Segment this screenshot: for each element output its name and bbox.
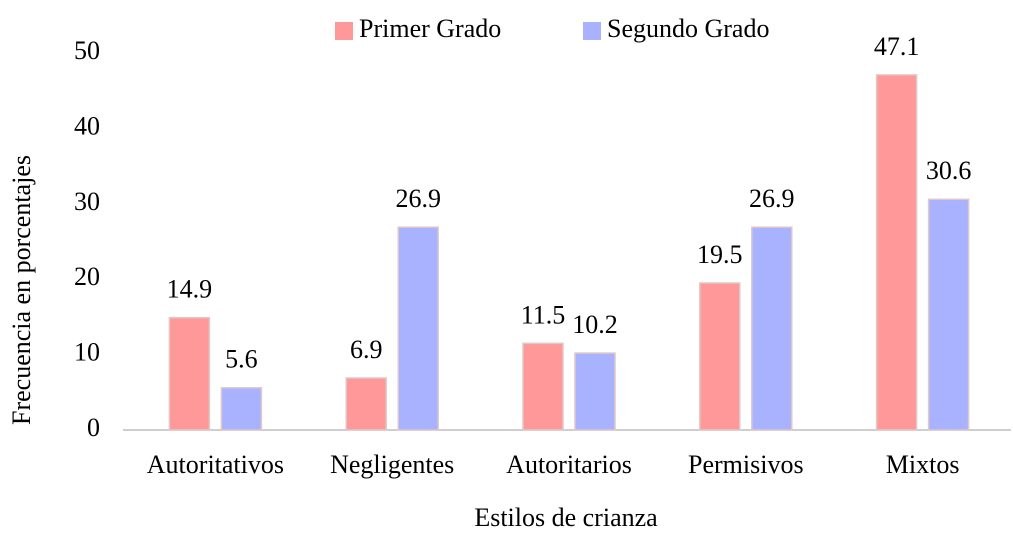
data-label: 19.5	[697, 240, 743, 269]
data-label: 26.9	[749, 184, 795, 213]
legend-swatch	[335, 22, 353, 40]
y-tick-label: 30	[74, 187, 100, 216]
y-tick-label: 20	[74, 262, 100, 291]
bar	[751, 226, 793, 431]
bar	[168, 316, 211, 431]
data-label: 6.9	[350, 335, 383, 364]
x-tick-label: Mixtos	[886, 450, 960, 479]
legend-label: Segundo Grado	[607, 14, 769, 43]
data-label: 14.9	[167, 275, 213, 304]
bar	[345, 377, 387, 431]
bar	[397, 226, 439, 431]
legend-swatch	[583, 22, 601, 40]
bar	[574, 352, 616, 431]
y-tick-label: 0	[87, 413, 100, 442]
y-tick-label: 50	[74, 36, 100, 65]
bar	[927, 198, 970, 431]
y-tick-label: 40	[74, 111, 100, 140]
x-tick-label: Autoritarios	[506, 450, 632, 479]
y-tick-label: 10	[74, 338, 100, 367]
x-tick-label: Autoritativos	[147, 450, 284, 479]
x-tick-label: Permisivos	[688, 450, 804, 479]
data-label: 10.2	[572, 310, 618, 339]
data-label: 47.1	[874, 32, 920, 61]
data-label: 26.9	[395, 184, 441, 213]
bar	[875, 74, 918, 431]
x-tick-label: Negligentes	[330, 450, 454, 479]
data-label: 5.6	[225, 345, 258, 374]
bar	[699, 282, 741, 431]
data-label: 30.6	[926, 156, 972, 185]
x-axis-title: Estilos de crianza	[474, 503, 658, 532]
bar	[522, 342, 564, 431]
y-axis-title: Frecuencia en porcentajes	[7, 155, 36, 425]
legend-label: Primer Grado	[359, 14, 501, 43]
data-label: 11.5	[521, 300, 566, 329]
bar	[220, 387, 263, 431]
